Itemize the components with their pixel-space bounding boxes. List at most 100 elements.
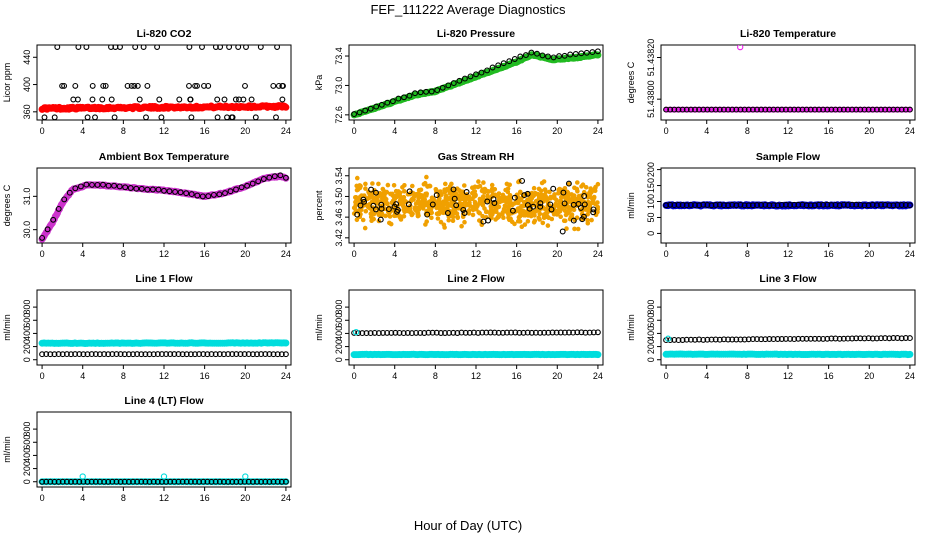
- data-point: [531, 220, 537, 225]
- data-point: [402, 183, 407, 188]
- data-point: [220, 478, 227, 485]
- x-tick-label: 8: [745, 371, 750, 381]
- data-point: [857, 335, 864, 342]
- data-point: [429, 201, 436, 208]
- data-point: [428, 207, 434, 213]
- data-point: [894, 335, 901, 341]
- data-point: [94, 181, 101, 188]
- data-point: [683, 106, 690, 113]
- data-point: [450, 329, 457, 336]
- data-point: [384, 329, 391, 336]
- data-point: [737, 45, 744, 51]
- data-point: [111, 114, 118, 120]
- data-point: [378, 205, 385, 212]
- data-point: [504, 329, 510, 336]
- data-point: [894, 106, 901, 113]
- data-point: [537, 329, 544, 336]
- panel-line2: Line 2 Flow ml/min 0 4 8 12 16 20 24 0 20040060080…: [314, 273, 604, 381]
- data-point: [832, 201, 839, 208]
- data-point: [99, 96, 106, 103]
- data-point: [122, 184, 129, 191]
- data-point: [367, 192, 373, 197]
- data-point: [415, 191, 420, 197]
- data-point: [733, 202, 740, 209]
- data-point: [39, 234, 46, 241]
- data-point: [88, 351, 95, 358]
- data-point: [262, 351, 269, 358]
- data-point: [166, 188, 173, 195]
- y-axis-label: Licor ppm: [2, 63, 12, 103]
- data-point: [55, 351, 62, 358]
- data-point: [857, 106, 864, 113]
- data-point: [105, 478, 112, 485]
- data-point: [543, 206, 549, 212]
- data-point: [807, 202, 814, 209]
- data-point: [671, 202, 678, 209]
- data-point: [882, 335, 889, 342]
- data-point: [125, 351, 132, 358]
- data-point: [150, 351, 157, 358]
- panel-title: Li-820 Temperature: [740, 28, 836, 40]
- panel-title: Line 4 (LT) Flow: [124, 395, 204, 407]
- data-point: [158, 478, 165, 485]
- data-point: [799, 106, 806, 113]
- data-point: [524, 202, 531, 209]
- x-tick-label: 12: [159, 371, 169, 381]
- data-point: [260, 176, 267, 182]
- x-tick-label: 4: [392, 249, 397, 259]
- x-tick-label: 8: [745, 249, 750, 259]
- data-point: [225, 351, 232, 358]
- data-point: [671, 336, 678, 343]
- data-point: [778, 336, 785, 342]
- data-point: [68, 478, 74, 485]
- y-tick-label: 200: [646, 339, 656, 354]
- x-tick-label: 8: [433, 371, 438, 381]
- data-point: [461, 75, 468, 82]
- data-point: [450, 80, 457, 87]
- data-point: [687, 202, 694, 208]
- data-point: [92, 351, 99, 358]
- data-point: [762, 201, 769, 208]
- data-point: [820, 335, 827, 342]
- data-point: [455, 215, 461, 221]
- data-point: [849, 201, 856, 208]
- data-point: [828, 106, 835, 113]
- data-point: [101, 351, 108, 358]
- data-point: [357, 202, 364, 209]
- data-point: [480, 195, 486, 201]
- data-point: [873, 106, 880, 113]
- data-point: [480, 218, 487, 225]
- data-point: [737, 201, 744, 208]
- data-point: [490, 196, 497, 203]
- data-point: [371, 329, 378, 336]
- data-point: [811, 106, 818, 113]
- data-point: [249, 180, 256, 187]
- data-point: [154, 478, 161, 485]
- data-point: [143, 114, 149, 120]
- data-point: [667, 106, 674, 113]
- y-tick-label: 0: [334, 357, 344, 362]
- data-point: [552, 192, 557, 197]
- x-tick-label: 8: [121, 126, 126, 136]
- data-point: [540, 220, 546, 226]
- data-point: [138, 185, 145, 192]
- data-point: [557, 329, 564, 336]
- data-point: [154, 351, 161, 358]
- data-point: [140, 45, 147, 50]
- data-point: [279, 96, 286, 103]
- data-point: [274, 478, 281, 485]
- data-point: [146, 478, 153, 485]
- data-point: [124, 82, 131, 89]
- x-tick-label: 8: [121, 493, 126, 503]
- data-point: [72, 351, 79, 358]
- data-point: [483, 209, 489, 215]
- data-point: [54, 45, 61, 50]
- data-point: [262, 478, 269, 485]
- data-point: [443, 197, 449, 202]
- data-point: [80, 351, 87, 358]
- data-point: [229, 351, 236, 358]
- data-point: [393, 201, 400, 208]
- data-point: [422, 200, 428, 206]
- x-tick-label: 24: [905, 126, 915, 136]
- data-point: [491, 200, 498, 206]
